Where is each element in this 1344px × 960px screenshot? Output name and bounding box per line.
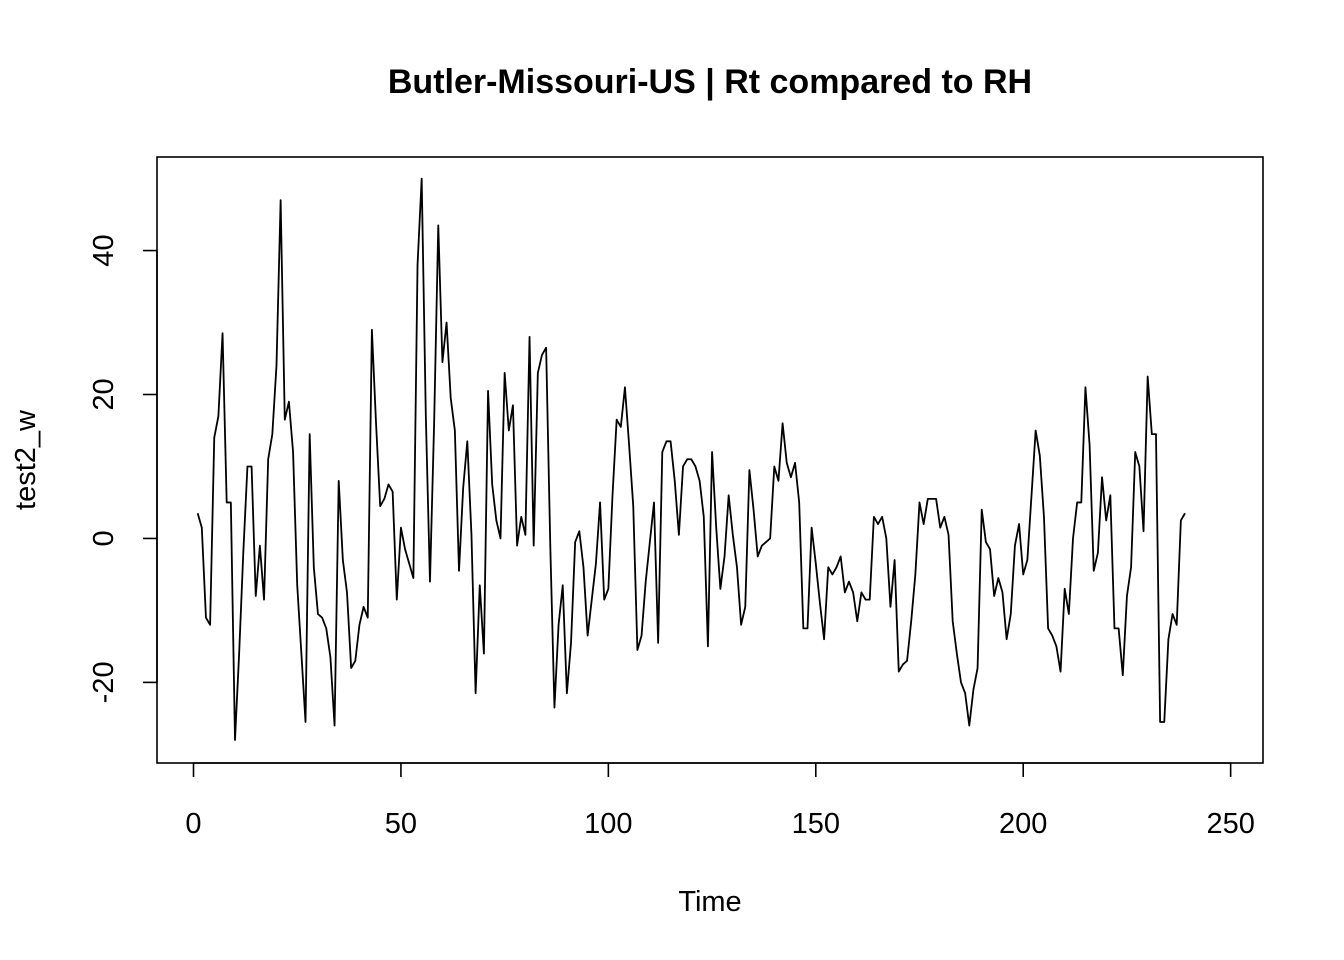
x-tick-label: 250 bbox=[1206, 808, 1254, 840]
y-tick-label: 0 bbox=[88, 530, 120, 546]
x-axis-label: Time bbox=[678, 886, 741, 918]
y-axis-label: test2_w bbox=[10, 409, 42, 510]
series-line bbox=[196, 177, 1186, 741]
x-tick-label: 150 bbox=[792, 808, 840, 840]
y-tick-label: 20 bbox=[88, 378, 120, 410]
plot-frame bbox=[156, 156, 1264, 764]
x-tick-label: 0 bbox=[185, 808, 201, 840]
x-tick-label: 200 bbox=[999, 808, 1047, 840]
series-layer bbox=[196, 177, 1186, 741]
y-tick-label: 40 bbox=[88, 234, 120, 266]
x-tick-label: 50 bbox=[385, 808, 417, 840]
chart-title: Butler-Missouri-US | Rt compared to RH bbox=[388, 63, 1032, 101]
y-axis: -20 0 20 40 bbox=[88, 234, 158, 703]
x-axis: 0 50 100 150 200 250 bbox=[185, 762, 1255, 840]
y-tick-label: -20 bbox=[88, 661, 120, 703]
x-tick-label: 100 bbox=[584, 808, 632, 840]
